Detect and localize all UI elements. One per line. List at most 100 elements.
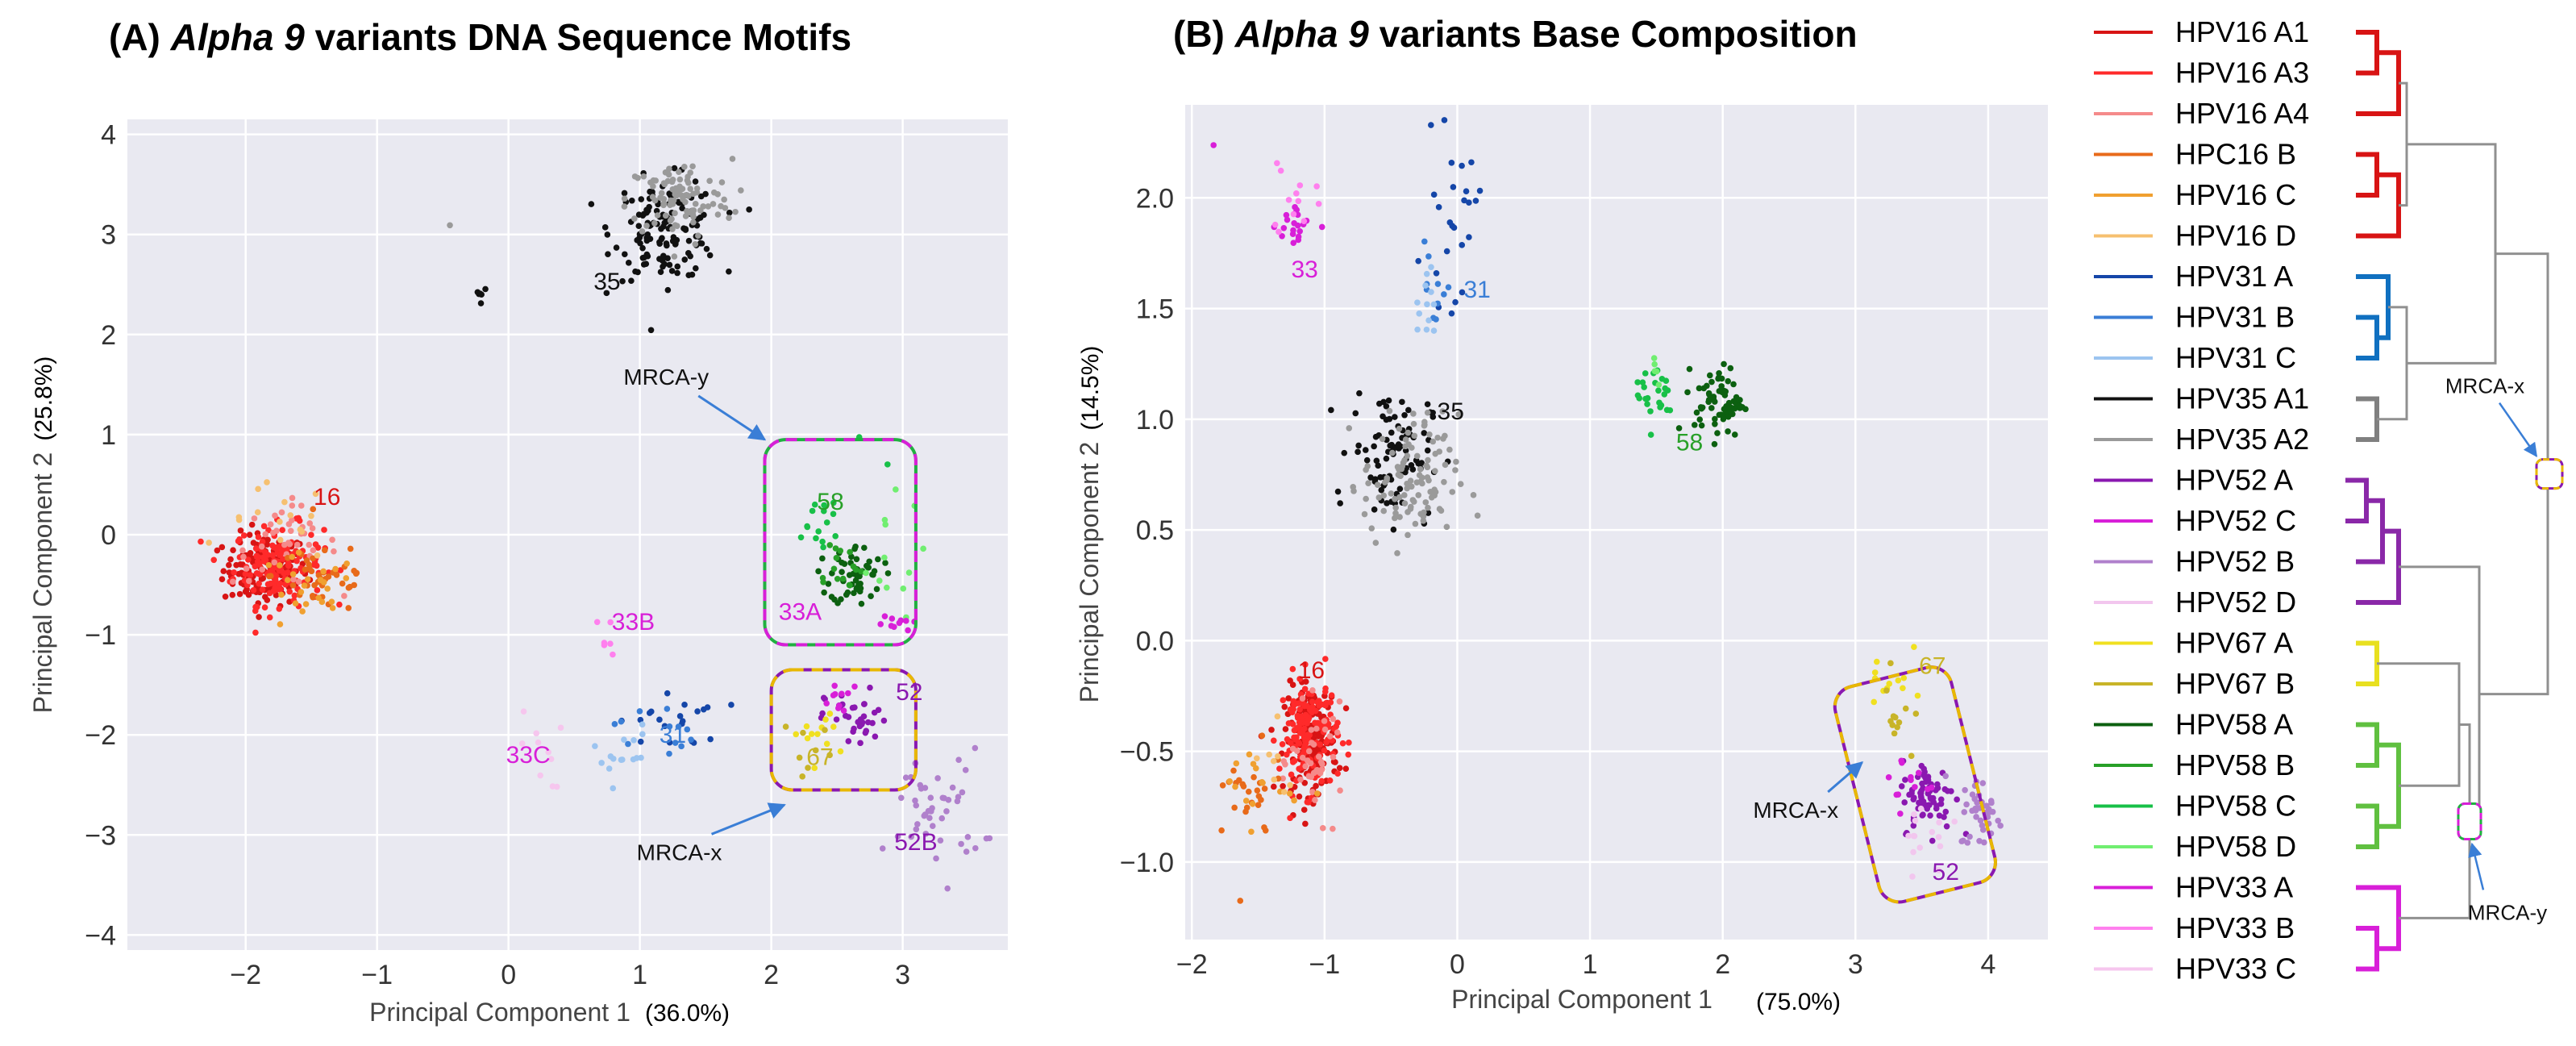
data-point	[959, 789, 966, 796]
data-point	[1356, 390, 1363, 397]
data-point	[646, 203, 652, 210]
data-point	[298, 589, 305, 595]
panel-a-xtick-label: −1	[361, 960, 393, 990]
data-point	[303, 557, 310, 564]
data-point	[927, 794, 934, 801]
data-point	[1302, 763, 1309, 769]
panel-b-ylabel: Principal Component 2 (14.5%)	[1075, 346, 1104, 703]
data-point	[610, 651, 616, 658]
data-point	[1885, 774, 1892, 781]
data-point	[635, 174, 641, 181]
data-point	[308, 568, 315, 575]
data-point	[256, 580, 262, 587]
data-point	[1909, 873, 1916, 880]
data-point	[1322, 656, 1329, 662]
data-point	[1705, 398, 1712, 406]
data-point	[236, 536, 243, 543]
data-point	[266, 590, 273, 597]
data-point	[233, 561, 239, 569]
data-point	[819, 555, 826, 562]
data-point	[1911, 832, 1918, 840]
data-point	[958, 840, 964, 848]
panel-b-title-prefix: (B)	[1173, 13, 1235, 55]
data-point	[1428, 264, 1434, 270]
data-point	[633, 755, 640, 761]
legend-label: HPV58 D	[2175, 830, 2296, 863]
data-point	[1280, 775, 1286, 782]
data-point	[1296, 676, 1303, 682]
data-point	[292, 600, 299, 606]
legend-label: HPV52 B	[2175, 545, 2295, 578]
box-outline-dashed	[763, 438, 918, 647]
data-point	[796, 754, 803, 761]
legend-label: HPV58 B	[2175, 748, 2295, 781]
data-point	[830, 510, 837, 518]
panel-a-title-suffix: variants DNA Sequence Motifs	[305, 16, 851, 58]
data-point	[1414, 299, 1421, 306]
data-point	[1944, 788, 1951, 794]
data-point	[1259, 779, 1266, 786]
data-point	[1365, 480, 1371, 487]
panel-a-points	[198, 156, 993, 892]
data-point	[1725, 413, 1732, 420]
data-point	[1435, 204, 1442, 210]
data-point	[1396, 425, 1403, 432]
data-point	[1294, 715, 1301, 721]
data-point	[345, 605, 352, 611]
data-point	[1656, 399, 1663, 406]
data-point	[1997, 823, 2004, 829]
data-point	[1448, 160, 1455, 166]
data-point	[243, 589, 250, 595]
data-point	[1396, 514, 1403, 520]
data-point	[1309, 789, 1316, 795]
data-point	[1285, 695, 1292, 702]
data-point	[689, 163, 696, 170]
data-point	[1427, 489, 1434, 495]
data-point	[1249, 801, 1256, 807]
data-point	[1291, 727, 1298, 734]
data-point	[1363, 456, 1371, 464]
legend-label: HPV31 B	[2175, 301, 2295, 334]
data-point	[1986, 809, 1993, 815]
data-point	[1326, 777, 1334, 784]
data-point	[1696, 385, 1703, 392]
data-point	[1255, 793, 1263, 800]
data-point	[1392, 504, 1399, 511]
data-point	[1248, 828, 1255, 836]
data-point	[251, 515, 258, 522]
panel-b-title-suffix: variants Base Composition	[1369, 13, 1858, 55]
data-point	[877, 621, 884, 627]
data-point	[226, 569, 233, 576]
data-point	[1476, 187, 1484, 194]
data-point	[1285, 197, 1292, 203]
data-point	[867, 684, 873, 691]
data-point	[908, 833, 914, 840]
data-point	[698, 240, 705, 247]
data-point	[830, 499, 837, 506]
data-point	[1309, 687, 1316, 694]
data-point	[482, 285, 489, 293]
data-point	[1922, 778, 1929, 786]
data-point	[1383, 455, 1390, 462]
data-point	[856, 723, 864, 730]
data-point	[1268, 727, 1275, 733]
data-point	[846, 572, 853, 578]
data-point	[1912, 711, 1920, 717]
data-point	[1921, 772, 1927, 779]
data-point	[728, 702, 735, 708]
data-point	[1446, 446, 1453, 453]
data-point	[685, 237, 693, 244]
data-point	[1296, 182, 1304, 189]
data-point	[805, 765, 811, 771]
data-point	[343, 560, 350, 567]
annotation-mrca-y: MRCA-y	[623, 365, 709, 390]
data-point	[676, 176, 684, 183]
data-point	[726, 209, 733, 216]
panel-a-ylabel-pct: (25.8%)	[31, 356, 57, 441]
data-point	[1917, 805, 1925, 812]
data-point	[1917, 790, 1924, 797]
data-point	[1463, 188, 1470, 195]
cluster-label: 58	[817, 489, 843, 515]
data-point	[1929, 828, 1936, 836]
data-point	[1430, 191, 1438, 198]
